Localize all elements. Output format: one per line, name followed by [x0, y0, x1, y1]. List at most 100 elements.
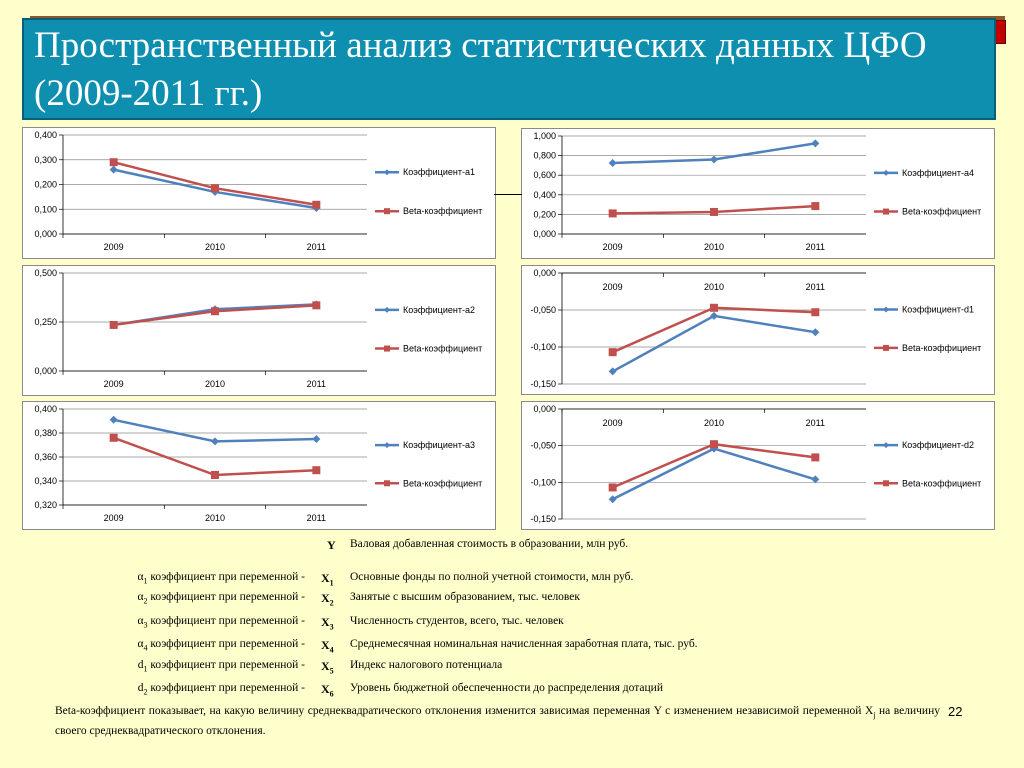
data-point-diamond	[811, 328, 820, 337]
data-point-diamond	[211, 437, 219, 446]
legend-label: Коэффициент-a1	[403, 167, 475, 177]
coef-label-x2: α2 коэффициент при переменной -	[137, 591, 305, 606]
data-point-diamond	[710, 311, 718, 320]
data-point-square	[312, 466, 321, 475]
y-tick-label: -0,050	[530, 441, 556, 451]
legend-marker	[883, 344, 889, 351]
series-line-0	[612, 314, 816, 373]
legend-marker	[384, 169, 390, 176]
data-point-square	[211, 471, 219, 479]
chart-svg-a2: 0,500 0,250 0,000 2009 2010 2011 Коэффициент-a…	[34, 268, 482, 389]
legend-marker	[384, 345, 390, 352]
chart-svg-a1: 0,400 0,300 0,200 0,100 0,000 2009 2010 2011 Коэ…	[34, 130, 482, 252]
chart-svg-d1: 0,000 -0,050 -0,100 -0,150 2009 2010 2011 Коэфф…	[530, 268, 981, 389]
var-y: Y	[327, 538, 336, 552]
y-tick-label: 0,000	[34, 229, 57, 239]
y-tick-label: 0,000	[533, 404, 556, 414]
x-tick-label: 2010	[704, 282, 724, 292]
x-tick-label: 2009	[104, 379, 124, 389]
coef-label-x3: α3 коэффициент при переменной -	[137, 615, 305, 630]
data-point-square	[608, 348, 617, 357]
data-point-square	[608, 209, 617, 218]
data-point-square	[608, 483, 617, 492]
y-tick-label: 0,400	[34, 130, 57, 140]
data-point-square	[109, 433, 118, 442]
y-tick-label: 0,200	[533, 209, 556, 219]
legend-marker	[883, 480, 889, 487]
desc-y: Валовая добавленная стоимость в образова…	[350, 538, 629, 550]
chart-svg-a3: 0,400 0,380 0,360 0,340 0,320 2009 2010 2011 Коэ…	[34, 404, 482, 523]
var-x6: X6	[321, 682, 334, 699]
data-point-square	[312, 200, 321, 209]
legend-label: Beta-коэффициент	[902, 478, 981, 488]
y-tick-label: 0,500	[34, 268, 57, 278]
x-tick-label: 2011	[307, 513, 326, 523]
desc-x2: Занятые с высшим образованием, тыс. чело…	[350, 591, 580, 603]
title-banner: Пространственный анализ статистических д…	[22, 18, 996, 120]
desc-x1: Основные фонды по полной учетной стоимос…	[350, 571, 634, 583]
y-tick-label: -0,150	[530, 514, 556, 524]
var-x5: X5	[321, 659, 334, 676]
data-point-diamond	[811, 139, 820, 148]
page-number: 22	[948, 704, 963, 719]
legend-marker	[883, 306, 889, 313]
x-tick-label: 2009	[603, 242, 623, 252]
beta-note: Beta-коэффициент показывает, на какую ве…	[55, 705, 940, 738]
legend-label: Коэффициент-a3	[403, 440, 475, 450]
y-tick-label: 0,800	[533, 151, 556, 161]
data-point-square	[211, 307, 219, 316]
data-point-square	[811, 202, 820, 211]
y-tick-label: 0,250	[34, 317, 57, 327]
desc-x5: Индекс налогового потенциала	[350, 659, 503, 671]
data-point-diamond	[608, 495, 617, 504]
var-x1: X1	[321, 571, 334, 588]
data-point-square	[811, 453, 820, 462]
chart-svg-a4: 1,000 0,800 0,600 0,400 0,200 0,000 2009 2010 20…	[533, 131, 981, 252]
legend-marker	[883, 208, 889, 215]
x-tick-label: 2010	[205, 242, 225, 252]
legend-label: Beta-коэффициент	[403, 206, 482, 216]
coef-label-x4: α4 коэффициент при переменной -	[137, 638, 305, 653]
x-tick-label: 2010	[205, 513, 225, 523]
legend-label: Коэффициент-a4	[902, 168, 974, 178]
y-tick-label: -0,100	[530, 477, 556, 487]
var-x3: X3	[321, 615, 334, 632]
x-tick-label: 2010	[205, 379, 225, 389]
legend-label: Beta-коэффициент	[403, 344, 482, 354]
legend-label: Коэффициент-a2	[403, 305, 475, 315]
legend-label: Beta-коэффициент	[902, 343, 981, 353]
chart-a4: 1,000 0,800 0,600 0,400 0,200 0,000 2009 2010 20…	[521, 128, 995, 259]
legend-label: Коэффициент-d1	[902, 305, 974, 315]
x-tick-label: 2011	[806, 418, 825, 428]
y-tick-label: 0,100	[34, 204, 57, 214]
data-point-diamond	[608, 367, 617, 376]
y-tick-label: 0,000	[533, 229, 556, 239]
x-tick-label: 2011	[806, 242, 825, 252]
desc-x6: Уровень бюджетной обеспеченности до расп…	[350, 682, 663, 694]
y-tick-label: 0,320	[34, 500, 57, 510]
legend-marker	[384, 306, 390, 313]
var-x4: X4	[321, 638, 334, 655]
y-tick-label: 0,000	[34, 366, 57, 376]
desc-x3: Численность студентов, всего, тыс. челов…	[350, 615, 564, 627]
data-point-diamond	[608, 158, 617, 167]
y-tick-label: 1,000	[533, 131, 556, 141]
data-point-square	[211, 184, 219, 193]
data-point-square	[710, 207, 718, 216]
data-point-square	[710, 303, 718, 312]
data-point-square	[109, 158, 118, 167]
data-point-square	[109, 320, 118, 329]
slide-title: Пространственный анализ статистических д…	[34, 25, 927, 114]
x-tick-label: 2011	[806, 282, 825, 292]
data-point-diamond	[811, 475, 820, 484]
y-tick-label: -0,100	[530, 342, 556, 352]
legend-marker	[883, 169, 889, 176]
legend-marker	[883, 442, 889, 449]
y-tick-label: 0,400	[34, 404, 57, 414]
chart-d1: 0,000 -0,050 -0,100 -0,150 2009 2010 2011 Коэфф…	[521, 265, 995, 395]
x-tick-label: 2011	[307, 379, 326, 389]
legend-marker	[384, 480, 390, 487]
y-tick-label: -0,150	[530, 379, 556, 389]
chart-a2: 0,500 0,250 0,000 2009 2010 2011 Коэффициент-a…	[22, 265, 496, 396]
var-x2: X2	[321, 591, 334, 608]
